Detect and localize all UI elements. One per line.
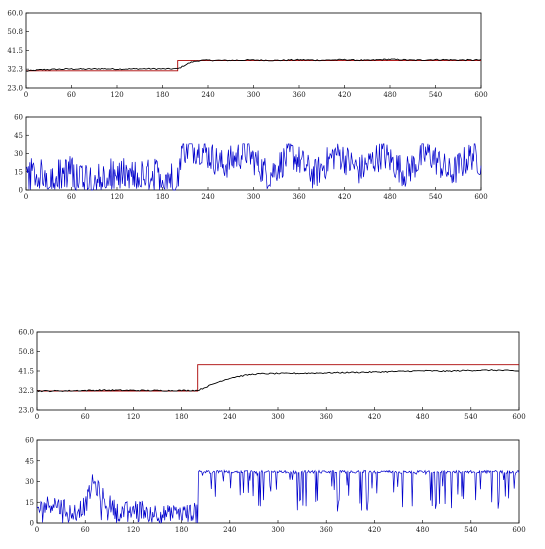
x-tick-label: 360	[292, 91, 305, 99]
x-tick-label: 180	[156, 91, 169, 99]
x-tick-label: 420	[368, 526, 381, 534]
plot-frame	[36, 439, 520, 524]
x-tick-label: 60	[81, 526, 90, 534]
x-tick-label: 180	[175, 413, 188, 421]
x-tick-label: 420	[338, 91, 351, 99]
process-value-line	[36, 369, 520, 393]
plot-frame	[25, 12, 482, 89]
x-tick-label: 540	[429, 193, 442, 201]
x-tick-label: 0	[35, 526, 39, 534]
x-tick-label: 180	[156, 193, 169, 201]
y-tick-label: 32.3	[7, 66, 23, 74]
y-tick-label: 60.0	[18, 329, 34, 337]
y-tick-label: 30	[25, 478, 34, 486]
x-tick-label: 600	[474, 193, 487, 201]
x-tick-label: 180	[175, 526, 188, 534]
y-tick-label: 60	[25, 437, 34, 445]
y-tick-label: 45	[14, 132, 23, 140]
x-tick-label: 120	[110, 193, 123, 201]
x-tick-label: 240	[201, 91, 214, 99]
y-tick-label: 41.5	[18, 368, 34, 376]
y-tick-label: 0	[30, 520, 34, 528]
x-tick-label: 240	[201, 193, 214, 201]
x-tick-label: 0	[24, 193, 28, 201]
x-tick-label: 360	[320, 526, 333, 534]
x-tick-label: 420	[338, 193, 351, 201]
x-tick-label: 600	[474, 91, 487, 99]
x-tick-label: 600	[512, 413, 525, 421]
x-tick-label: 60	[81, 413, 90, 421]
y-tick-label: 23.0	[18, 407, 34, 415]
y-tick-label: 60.0	[7, 10, 23, 18]
x-tick-label: 360	[292, 193, 305, 201]
x-tick-label: 600	[512, 526, 525, 534]
chart-1: 0 60 120 180 240 300 360 420 480 540 600 23.0 32.3 41…	[7, 10, 487, 100]
chart-3: 0 60 120 180 240 300 360 420 480 540 600 23.0 32.3 41…	[18, 329, 525, 422]
y-tick-label: 41.5	[7, 47, 23, 55]
setpoint-line	[37, 364, 519, 392]
y-tick-label: 23.0	[7, 85, 23, 93]
y-tick-label: 15	[14, 168, 23, 176]
x-tick-label: 420	[368, 413, 381, 421]
controller-output-line	[36, 469, 520, 525]
y-tick-label: 15	[25, 499, 34, 507]
process-value-line	[25, 58, 482, 72]
x-tick-label: 540	[429, 91, 442, 99]
chart-2: 0 60 120 180 240 300 360 420 480 540 600 0 15 30 45 60	[14, 114, 488, 202]
y-tick-label: 50.8	[7, 28, 23, 36]
x-tick-label: 360	[320, 413, 333, 421]
x-tick-label: 0	[24, 91, 28, 99]
x-tick-label: 540	[464, 413, 477, 421]
x-tick-label: 300	[247, 193, 260, 201]
controller-output-line	[25, 143, 482, 191]
x-tick-label: 240	[223, 413, 236, 421]
x-tick-label: 300	[247, 91, 260, 99]
x-tick-label: 300	[271, 526, 284, 534]
x-tick-label: 60	[67, 91, 76, 99]
x-tick-label: 480	[416, 526, 429, 534]
y-tick-label: 30	[14, 150, 23, 158]
y-tick-label: 60	[14, 114, 23, 122]
setpoint-line	[26, 60, 481, 72]
y-tick-label: 45	[25, 457, 34, 465]
x-tick-label: 480	[416, 413, 429, 421]
x-tick-label: 60	[67, 193, 76, 201]
y-tick-label: 50.8	[18, 348, 34, 356]
chart-4: 0 60 120 180 240 300 360 420 480 540 600 0 15 30 45 60	[25, 437, 526, 535]
x-tick-label: 300	[271, 413, 284, 421]
x-tick-label: 480	[383, 91, 396, 99]
x-tick-label: 0	[35, 413, 39, 421]
x-tick-label: 240	[223, 526, 236, 534]
y-tick-label: 32.3	[18, 387, 34, 395]
x-tick-label: 120	[110, 91, 123, 99]
x-tick-label: 480	[383, 193, 396, 201]
x-tick-label: 120	[127, 413, 140, 421]
x-tick-label: 120	[127, 526, 140, 534]
y-tick-label: 0	[19, 187, 23, 195]
x-tick-label: 540	[464, 526, 477, 534]
